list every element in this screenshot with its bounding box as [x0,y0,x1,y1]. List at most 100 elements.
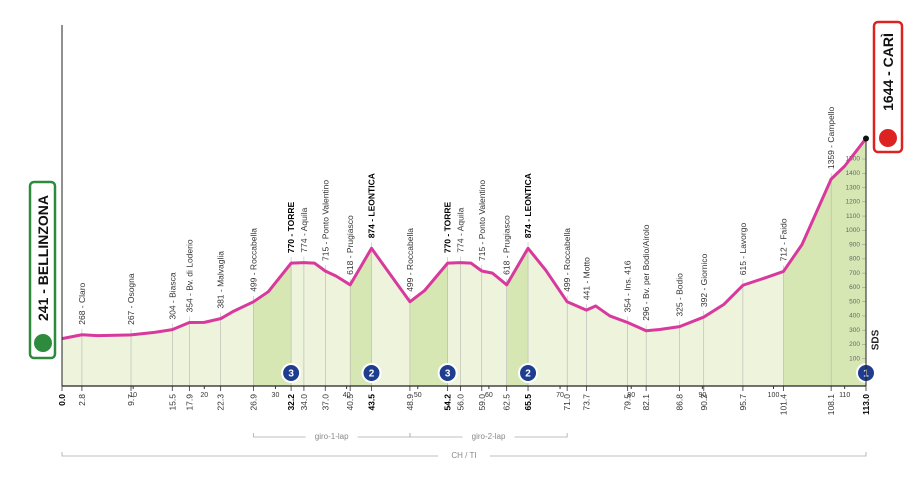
start-icon [34,334,52,352]
x-tick-label: 110 [839,392,850,399]
bracket-label-bg [305,431,358,442]
km-label: 2.8 [77,394,87,406]
waypoint-label: 441 - Motto [581,257,591,300]
waypoint-label: 296 - Bv. per Bodio/Airolo [641,224,651,320]
y-tick-label: 1100 [846,213,860,220]
climb-badge [518,363,539,383]
km-label: 43.5 [367,394,377,411]
climb-zone [350,248,372,386]
x-tick-label: 70 [556,392,564,399]
y-tick-label: 400 [849,313,860,320]
x-tick-label: 20 [200,392,208,399]
bracket-label-bg [438,450,490,461]
km-label: 95.7 [738,394,748,411]
bracket-label: giro-1-lap [315,432,349,441]
x-tick-label: 30 [272,392,280,399]
y-tick-label: 900 [849,241,860,248]
km-label: 79.5 [623,394,633,411]
waypoint-label: 499 - Roccabella [248,228,258,292]
waypoint-label: 354 - Bv. di Loderio [184,239,194,312]
km-label: 108.1 [826,394,836,416]
y-tick-label: 1000 [846,227,861,234]
km-label: 0.0 [57,394,67,406]
y-tick-label: 1200 [846,199,861,206]
finish-label: 1644 - CARÌ [880,33,896,111]
waypoint-label: 325 - Bodio [675,273,685,317]
km-label: 17.9 [184,394,194,411]
waypoint-label: 874 - LEONTICA [523,173,533,238]
km-label: 82.1 [641,394,651,411]
climb-category: 3 [288,369,294,380]
km-label: 54.2 [443,394,453,411]
waypoint-label: 267 - Osogna [126,273,136,325]
waypoint-label: 392 - Giornico [699,253,709,307]
y-tick-label: 700 [849,270,860,277]
x-tick-label: 80 [627,392,635,399]
waypoint-label: 381 - Malvaglia [216,251,226,309]
waypoint-label: 715 - Ponto Valentino [320,180,330,261]
bracket-label: giro-2-lap [472,432,506,441]
bracket-label-bg [462,431,515,442]
km-label: 65.5 [523,394,533,411]
km-label: 9.7 [126,394,136,406]
climb-badge [361,363,382,383]
climb-zone [783,138,866,386]
finish-icon [879,129,897,147]
climb-category: 2 [525,369,531,380]
km-label: 73.7 [581,394,591,411]
km-label: 48.9 [405,394,415,411]
km-label: 22.3 [216,394,226,411]
km-label: 15.5 [167,394,177,411]
waypoint-label: 499 - Roccabella [562,228,572,292]
y-tick-label: 1400 [846,170,861,177]
waypoint-label: 774 - Aquila [455,207,465,252]
km-label: 37.0 [320,394,330,411]
km-label: 40.5 [345,394,355,411]
x-tick-label: 90 [698,392,706,399]
y-tick-label: 600 [849,284,860,291]
logo: SDS [871,329,882,350]
km-label: 71.0 [562,394,572,411]
km-label: 86.8 [675,394,685,411]
bracket-label: CH / TI [451,451,476,460]
finish-dot [863,135,869,142]
km-label: 26.9 [248,394,258,411]
waypoint-label: 874 - LEONTICA [367,173,377,238]
climb-category: 3 [445,369,451,380]
y-tick-label: 100 [849,355,860,362]
waypoint-label: 770 - TORRE [443,201,453,253]
y-tick-label: 1300 [846,184,861,191]
start-label: 241 - BELLINZONA [35,195,51,321]
climb-badge [437,363,458,383]
waypoint-label: 354 - Ins. 416 [623,260,633,312]
y-tick-label: 1500 [846,156,861,163]
y-tick-label: 500 [849,298,860,305]
km-label: 113.0 [861,394,871,415]
finish-box [872,20,904,154]
waypoint-label: 712 - Faido [778,218,788,261]
x-tick-label: 10 [129,392,137,399]
profile-line [61,137,868,341]
waypoint-label: 618 - Prugiasco [502,215,512,275]
km-label: 101.4 [778,394,788,416]
waypoint-label: 268 - Claro [77,282,87,324]
x-tick-label: 60 [485,392,493,399]
y-tick-label: 800 [849,256,860,263]
waypoint-label: 770 - TORRE [286,201,296,253]
climb-zone [409,263,448,386]
start-box [28,180,57,360]
waypoint-label: 774 - Aquila [299,207,309,252]
y-tick-label: 200 [849,341,860,348]
km-label: 62.5 [502,394,512,411]
km-label: 90.2 [699,394,709,411]
y-tick-label: 300 [849,327,860,334]
waypoint-label: 304 - Biasca [167,272,177,320]
climb-category: 2 [369,369,375,380]
x-tick-label: 50 [414,392,422,399]
waypoint-label: 618 - Prugiasco [345,215,355,275]
x-tick-label: 100 [768,392,780,399]
waypoint-label: 715 - Ponto Valentino [477,180,487,261]
waypoint-label: 499 - Roccabella [405,228,415,292]
waypoint-label: 1359 - Campello [826,106,836,169]
